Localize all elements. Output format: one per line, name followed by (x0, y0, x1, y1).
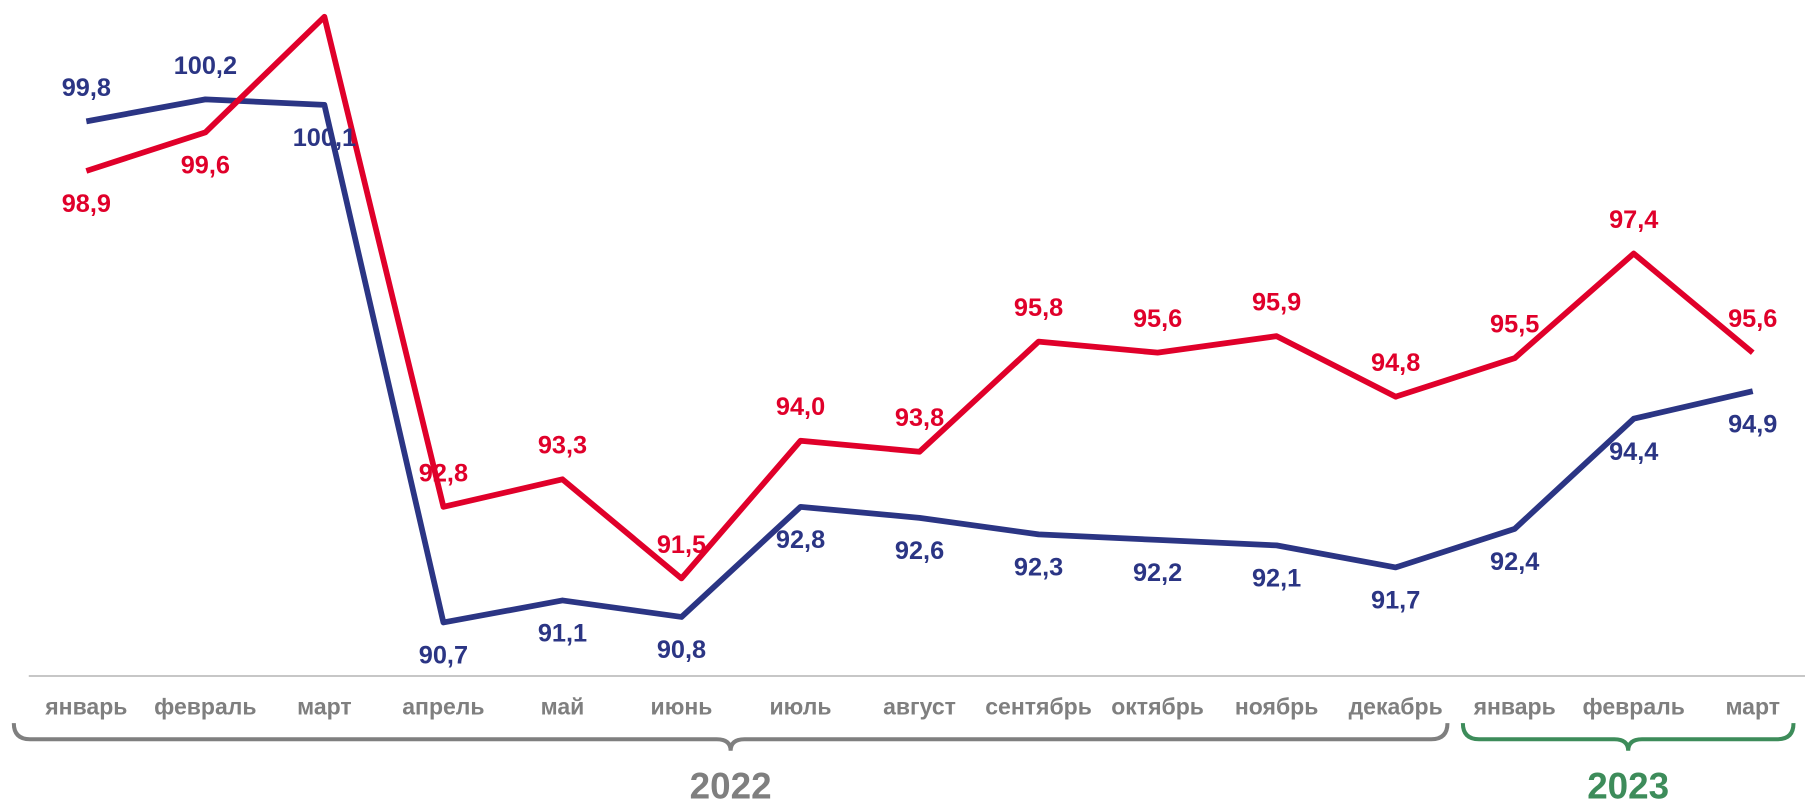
data-label: 91,5 (657, 531, 706, 559)
data-label: 94,4 (1609, 438, 1658, 466)
x-tick-label: январь (44, 693, 127, 719)
year-brace (1460, 723, 1796, 751)
x-tick-label: октябрь (1111, 693, 1204, 719)
data-label: 93,3 (538, 432, 587, 460)
data-label: 94,8 (1371, 349, 1420, 377)
data-label: 93,8 (895, 404, 944, 432)
x-tick-label: июль (770, 693, 832, 719)
data-label: 91,1 (538, 620, 587, 648)
data-label: 92,6 (895, 537, 944, 565)
x-tick-label: август (883, 693, 956, 719)
data-label: 100,2 (174, 52, 237, 80)
x-tick-label: декабрь (1349, 693, 1443, 719)
data-label: 94,9 (1728, 410, 1777, 438)
data-label: 92,4 (1490, 548, 1539, 576)
data-label: 98,9 (62, 190, 111, 218)
x-tick-label: апрель (402, 693, 484, 719)
x-tick-label: январь (1473, 693, 1556, 719)
x-tick-label: март (1725, 693, 1780, 719)
data-label: 100,1 (293, 124, 356, 152)
data-label: 92,1 (1252, 565, 1301, 593)
series-line (85, 13, 1755, 582)
data-label: 92,8 (419, 459, 468, 487)
x-tick-label: март (297, 693, 352, 719)
x-tick-label: февраль (154, 693, 256, 719)
data-label: 92,8 (776, 526, 825, 554)
x-tick-label: сентябрь (985, 693, 1092, 719)
data-label: 90,7 (419, 642, 468, 670)
data-label: 95,6 (1133, 305, 1182, 333)
data-label: 94,0 (776, 393, 825, 421)
data-label: 95,9 (1252, 289, 1301, 317)
data-label: 95,5 (1490, 311, 1539, 339)
data-label: 97,4 (1609, 206, 1658, 234)
data-label: 95,8 (1014, 294, 1063, 322)
series-line (85, 96, 1754, 626)
year-label: 2022 (690, 766, 772, 804)
data-label: 99,6 (181, 152, 230, 180)
data-label: 91,7 (1371, 587, 1420, 615)
x-tick-label: февраль (1582, 693, 1684, 719)
data-label: 90,8 (657, 636, 706, 664)
year-label: 2023 (1587, 766, 1669, 804)
data-label: 95,6 (1728, 305, 1777, 333)
x-tick-label: май (541, 693, 585, 719)
year-brace (11, 723, 1450, 751)
x-tick-label: июнь (651, 693, 713, 719)
data-label: 99,8 (62, 74, 111, 102)
data-label: 92,2 (1133, 559, 1182, 587)
x-tick-label: ноябрь (1235, 693, 1319, 719)
data-label: 92,3 (1014, 554, 1063, 582)
